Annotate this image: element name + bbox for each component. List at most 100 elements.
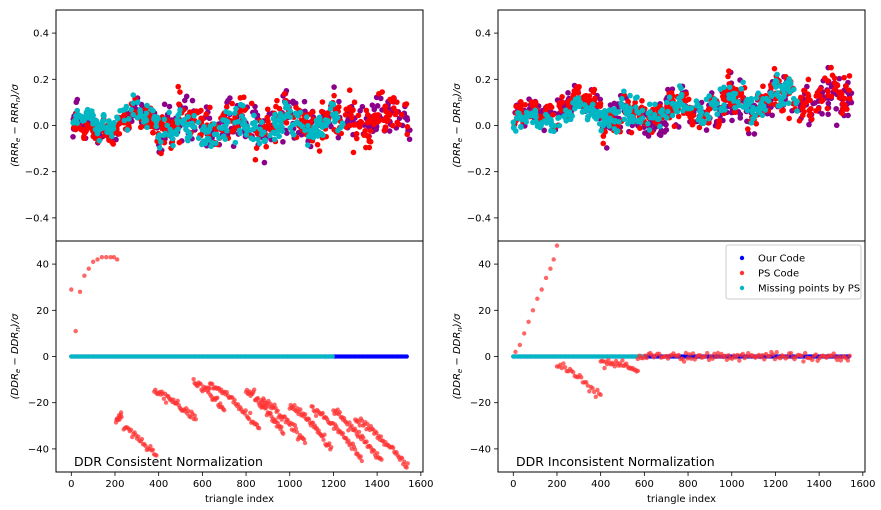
data-point: [760, 353, 765, 358]
data-point: [181, 122, 188, 128]
y-axis-label: (DDRe − DDRn)/σ: [10, 313, 22, 399]
data-point: [803, 99, 809, 106]
data-point: [332, 118, 338, 125]
y-axis-label: (DDRe − DDRn)/σ: [452, 313, 464, 399]
data-point: [366, 144, 373, 151]
data-point: [346, 106, 352, 112]
data-point: [157, 139, 164, 145]
data-point: [729, 117, 735, 124]
data-point: [122, 106, 128, 113]
data-point: [232, 124, 239, 131]
data-point: [634, 108, 640, 115]
data-point: [327, 106, 334, 112]
data-point: [796, 118, 803, 124]
data-point: [358, 454, 363, 459]
data-point: [321, 437, 326, 442]
data-point: [518, 103, 525, 109]
data-point: [845, 112, 851, 119]
data-point: [690, 351, 696, 356]
data-point: [372, 114, 378, 120]
data-point: [206, 385, 212, 390]
data-point: [73, 328, 78, 334]
data-point: [513, 349, 518, 355]
data-point: [109, 133, 115, 140]
y-tick-label: −0.4: [467, 213, 491, 224]
data-point: [683, 350, 689, 356]
data-point: [402, 459, 407, 464]
data-point: [301, 98, 308, 105]
data-point: [815, 105, 822, 112]
data-point: [836, 75, 843, 82]
data-point: [837, 89, 844, 95]
data-point: [810, 357, 815, 363]
data-point: [241, 94, 247, 101]
data-point: [256, 426, 262, 431]
data-point: [575, 95, 582, 101]
data-point: [191, 112, 197, 119]
data-point: [367, 128, 374, 134]
data-point: [528, 110, 535, 117]
data-point: [166, 103, 173, 110]
data-point: [680, 107, 686, 114]
data-point: [365, 134, 372, 140]
data-point: [574, 102, 581, 108]
data-point: [237, 101, 244, 108]
data-point: [357, 118, 364, 125]
data-point: [405, 461, 410, 466]
data-point: [77, 289, 83, 295]
data-point: [383, 108, 389, 115]
data-point: [246, 416, 252, 422]
data-point: [657, 109, 664, 115]
data-point: [322, 117, 329, 123]
data-point: [581, 93, 588, 99]
data-point: [119, 414, 124, 420]
data-point: [169, 135, 176, 142]
data-point: [538, 122, 544, 129]
data-point: [365, 421, 370, 427]
data-point: [305, 133, 312, 140]
data-point: [85, 122, 91, 129]
data-point: [382, 124, 389, 131]
data-point: [303, 114, 310, 120]
data-point: [644, 355, 649, 361]
data-point: [593, 394, 599, 399]
data-point: [214, 131, 220, 138]
data-point: [140, 119, 147, 125]
data-point: [565, 90, 571, 96]
y-tick-label: −20: [470, 398, 491, 409]
data-point: [261, 129, 267, 136]
data-point: [218, 401, 223, 406]
data-point: [773, 84, 779, 90]
y-tick-label: 20: [36, 306, 49, 317]
data-point: [166, 109, 172, 116]
data-point: [738, 90, 745, 96]
data-point: [232, 139, 239, 146]
data-point: [299, 123, 306, 130]
data-point: [745, 130, 752, 137]
data-point: [356, 429, 362, 435]
data-point: [799, 353, 804, 359]
data-point: [161, 116, 168, 123]
series-ps-code: [513, 243, 852, 399]
data-point: [346, 438, 351, 443]
x-axis-label: triangle index: [205, 494, 274, 505]
data-point: [785, 354, 790, 360]
data-point: [156, 145, 163, 151]
data-point: [224, 390, 229, 395]
data-point: [585, 113, 591, 120]
data-point: [831, 75, 838, 81]
data-point: [110, 125, 117, 132]
data-point: [340, 431, 346, 436]
data-point: [818, 98, 825, 105]
data-point: [715, 350, 721, 356]
data-point: [81, 135, 87, 142]
x-tick-label: 1000: [277, 479, 302, 490]
data-point: [159, 125, 165, 132]
data-point: [70, 120, 76, 126]
data-point: [335, 134, 342, 141]
data-point: [846, 95, 853, 102]
data-point: [250, 136, 257, 143]
data-point: [843, 83, 849, 90]
data-point: [530, 308, 536, 313]
